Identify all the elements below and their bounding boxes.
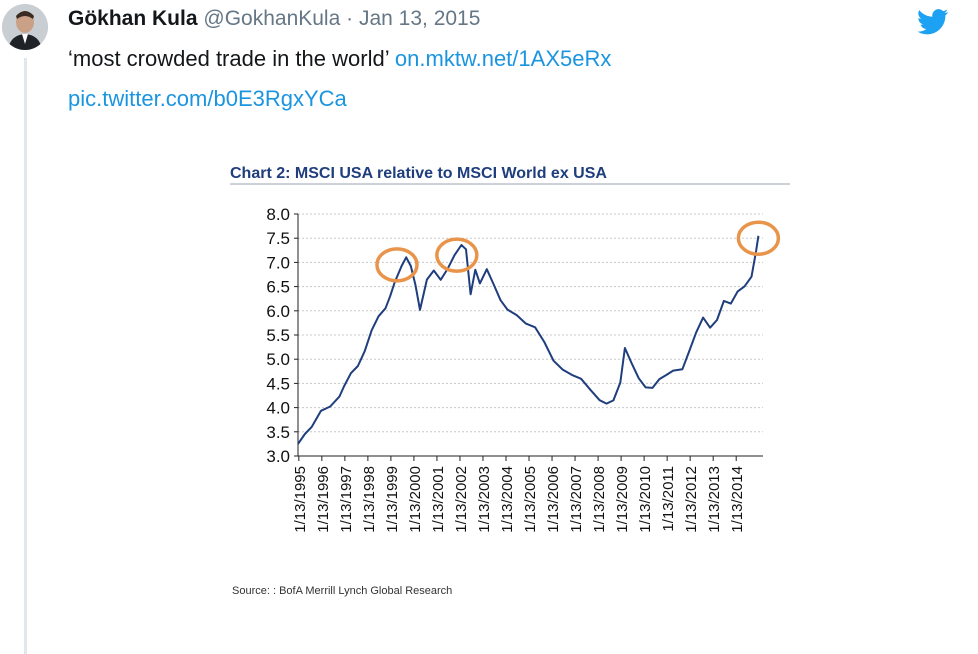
- chart-title: Chart 2: MSCI USA relative to MSCI World…: [230, 165, 607, 182]
- x-tick-label: 1/13/2011: [660, 466, 677, 532]
- avatar[interactable]: [2, 4, 48, 50]
- avatar-image: [2, 4, 48, 50]
- x-tick-label: 1/13/2009: [614, 466, 631, 533]
- x-tick-label: 1/13/2004: [499, 466, 516, 533]
- y-tick-label: 5.0: [266, 350, 290, 369]
- x-tick-label: 1/13/2001: [430, 466, 447, 533]
- series-line-0: [297, 235, 760, 445]
- article-link[interactable]: on.mktw.net/1AX5eRx: [394, 46, 612, 71]
- x-tick-label: 1/13/2010: [637, 466, 654, 533]
- author-handle[interactable]: @GokhanKula: [203, 7, 341, 30]
- chart-source: Source: : BofA Merrill Lynch Global Rese…: [232, 585, 452, 597]
- x-tick-label: 1/13/1995: [292, 466, 309, 533]
- y-tick-label: 3.0: [266, 447, 290, 466]
- y-tick-label: 3.5: [266, 423, 290, 442]
- y-tick-label: 7.5: [266, 229, 290, 248]
- y-tick-label: 7.0: [266, 253, 290, 272]
- meta-separator: ·: [346, 7, 354, 30]
- tweet-image-chart[interactable]: Chart 2: MSCI USA relative to MSCI World…: [218, 148, 808, 618]
- twitter-bird-icon[interactable]: [917, 9, 949, 35]
- x-tick-label: 1/13/2012: [683, 466, 700, 533]
- x-tick-label: 1/13/2002: [453, 466, 470, 533]
- x-tick-label: 1/13/2013: [706, 466, 723, 533]
- x-tick-label: 1/13/2006: [545, 466, 562, 533]
- picture-link[interactable]: pic.twitter.com/b0E3RgxYCa: [68, 86, 347, 111]
- x-tick-label: 1/13/2014: [729, 466, 746, 533]
- highlight-circle-0: [375, 247, 419, 283]
- x-tick-label: 1/13/1996: [315, 466, 332, 533]
- tweet-text: ‘most crowded trade in the world’: [68, 46, 389, 71]
- x-axis: 1/13/1995 1/13/1996 1/13/1997 1/13/1998 1/13…: [292, 455, 763, 533]
- y-tick-label: 6.5: [266, 278, 290, 297]
- tweet-date[interactable]: Jan 13, 2015: [358, 7, 481, 30]
- x-tick-label: 1/13/2008: [591, 466, 608, 533]
- x-tick-label: 1/13/1997: [338, 466, 355, 533]
- annotation-layer: [375, 220, 781, 283]
- highlight-circle-2: [736, 220, 781, 256]
- tweet-text-line1: ‘most crowded trade in the world’ on.mkt…: [68, 46, 611, 72]
- tweet-text-line2: pic.twitter.com/b0E3RgxYCa: [68, 86, 347, 112]
- author-name[interactable]: Gökhan Kula: [68, 7, 198, 30]
- x-tick-label: 1/13/1998: [361, 466, 378, 533]
- y-tick-label: 4.5: [266, 374, 290, 393]
- x-tick-label: 1/13/2003: [476, 466, 493, 533]
- tweet-header: Gökhan Kula @GokhanKula · Jan 13, 2015: [68, 7, 480, 31]
- thread-line: [24, 58, 27, 654]
- x-tick-label: 1/13/1999: [384, 466, 401, 533]
- chart-svg: Chart 2: MSCI USA relative to MSCI World…: [230, 165, 790, 597]
- y-tick-label: 5.5: [266, 326, 290, 345]
- y-tick-label: 8.0: [266, 205, 290, 224]
- highlight-circle-1: [435, 237, 479, 273]
- y-tick-label: 4.0: [266, 399, 290, 418]
- series-layer: [297, 235, 760, 445]
- x-tick-label: 1/13/2007: [568, 466, 585, 533]
- x-tick-label: 1/13/2005: [522, 466, 539, 533]
- y-tick-label: 6.0: [266, 302, 290, 321]
- x-tick-label: 1/13/2000: [407, 466, 424, 533]
- chart-grid: [298, 213, 763, 457]
- y-axis: 3.0 3.5 4.0 4.5 5.0 5.5 6.0 6.5 7.0 7.5 8.0: [266, 205, 299, 466]
